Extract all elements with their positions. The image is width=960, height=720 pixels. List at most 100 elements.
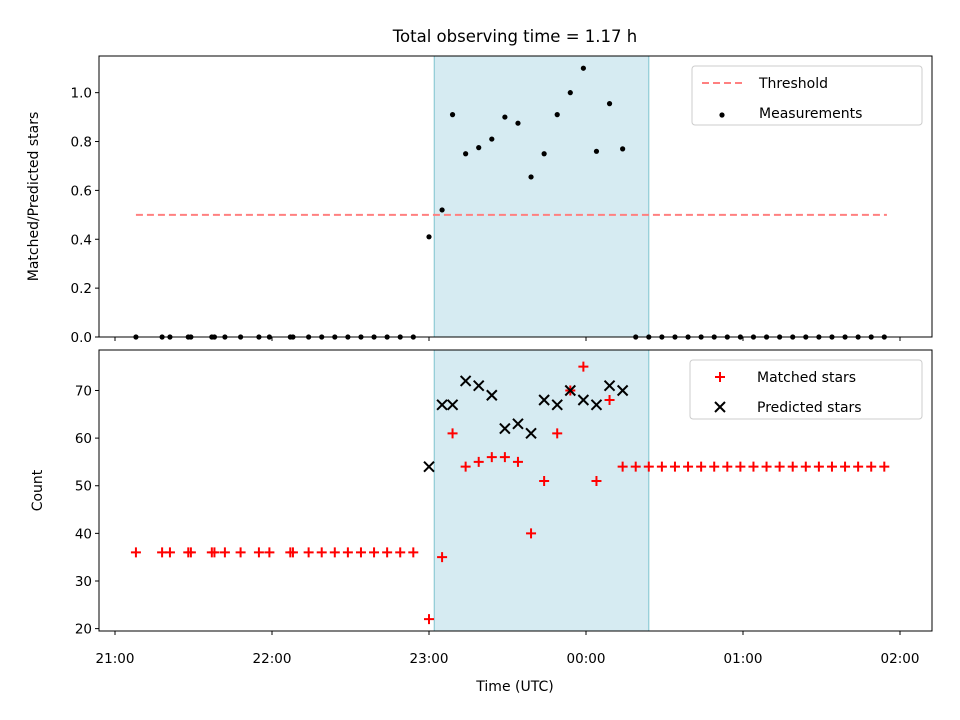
matched-star-point — [209, 547, 220, 558]
matched-star-point — [316, 547, 327, 558]
legend-label: Predicted stars — [757, 400, 862, 416]
top-observing-window — [433, 55, 650, 338]
matched-star-point — [617, 461, 628, 472]
legend-label: Matched stars — [757, 370, 856, 386]
figure-title: Total observing time = 1.17 h — [392, 27, 637, 46]
matched-star-point — [329, 547, 340, 558]
predicted-star-point — [486, 389, 498, 401]
predicted-star-point — [499, 422, 511, 435]
matched-star-point — [774, 461, 785, 472]
matched-star-point — [164, 547, 175, 558]
predicted-star-point — [564, 384, 577, 397]
matched-star-point — [437, 552, 448, 563]
matched-star-point — [382, 547, 393, 558]
predicted-star-point — [459, 375, 472, 387]
legend-predicted-swatch — [714, 401, 726, 413]
matched-star-point — [604, 395, 615, 406]
bottom-y-tick-label: 40 — [75, 526, 92, 542]
top-y-tick-label: 0.6 — [71, 183, 92, 199]
matched-star-point — [826, 461, 837, 472]
matched-star-point — [185, 547, 196, 558]
matched-star-point — [447, 428, 458, 439]
matched-star-point — [866, 461, 877, 472]
measurement-point — [567, 90, 573, 96]
measurement-point — [620, 146, 626, 152]
top-panel: 0.0 0.2 0.4 0.6 0.8 1.0 Matched/Predicted sta… — [26, 55, 933, 346]
x-tick-label: 23:00 — [410, 651, 449, 667]
predicted-star-point — [551, 399, 563, 411]
matched-star-point — [630, 461, 641, 472]
bottom-y-tick-label: 20 — [75, 622, 92, 638]
legend-label: Threshold — [758, 76, 828, 92]
bottom-y-tick-label: 70 — [75, 383, 92, 399]
top-y-tick-label: 0.8 — [71, 135, 92, 151]
legend-matched-swatch — [715, 372, 725, 382]
measurement-point — [541, 151, 547, 157]
matched-star-point — [879, 461, 890, 472]
matched-star-point — [656, 461, 667, 472]
measurement-point — [502, 114, 508, 120]
bottom-plot-frame — [98, 349, 933, 632]
matched-star-point — [499, 452, 510, 463]
matched-star-point — [424, 614, 434, 625]
top-y-tick-label: 0.0 — [71, 330, 92, 346]
measurement-point — [426, 234, 432, 240]
matched-star-point — [853, 461, 864, 472]
top-y-tick-label: 0.2 — [71, 281, 92, 297]
predicted-star-point — [512, 418, 524, 430]
matched-star-point — [722, 461, 733, 472]
predicted-star-point — [525, 427, 537, 440]
matched-star-point — [512, 456, 523, 467]
x-tick-label: 02:00 — [881, 651, 920, 667]
bottom-y-tick-label: 50 — [75, 479, 92, 495]
predicted-star-point — [603, 380, 616, 392]
measurement-point — [476, 145, 482, 151]
matched-star-point — [460, 461, 471, 472]
x-tick-label: 01:00 — [724, 651, 763, 667]
legend-label: Measurements — [759, 106, 862, 122]
top-legend-box — [691, 65, 923, 126]
bottom-legend: Matched stars Predicted stars — [689, 359, 923, 420]
matched-star-point — [578, 361, 589, 372]
matched-star-point — [342, 547, 353, 558]
matched-star-point — [473, 456, 484, 467]
measurement-point — [554, 112, 560, 118]
top-y-tick-label: 0.4 — [71, 232, 92, 248]
measurement-point — [463, 151, 469, 157]
matched-star-point — [552, 428, 563, 439]
measurement-point — [606, 101, 613, 107]
matched-star-point — [591, 475, 602, 486]
matched-star-point — [253, 547, 264, 558]
matched-star-point — [408, 547, 419, 558]
matched-star-point — [539, 475, 550, 486]
measurement-point — [515, 120, 521, 126]
predicted-star-point — [616, 384, 629, 397]
matched-star-point — [355, 547, 366, 558]
matched-star-point — [264, 547, 275, 558]
matched-star-point — [526, 528, 537, 539]
x-tick-label: 00:00 — [567, 651, 606, 667]
measurement-point — [449, 112, 456, 118]
bottom-legend-box — [689, 359, 923, 420]
top-y-tick-label: 1.0 — [71, 86, 92, 102]
matched-star-point — [235, 547, 246, 558]
matched-star-point — [748, 461, 759, 472]
bottom-panel: 20 30 40 50 60 70 Count Matched stars Predicte… — [30, 349, 933, 638]
matched-star-point — [683, 461, 694, 472]
measurement-point — [489, 136, 495, 142]
measurement-point — [593, 148, 600, 154]
bottom-y-tick-label: 60 — [75, 431, 92, 447]
x-axis-label: Time (UTC) — [475, 679, 553, 695]
matched-star-point — [219, 547, 230, 558]
bottom-y-axis-label: Count — [30, 469, 46, 511]
legend-measurement-swatch — [719, 112, 725, 118]
matched-star-point — [643, 461, 654, 472]
matched-star-point — [130, 547, 141, 558]
bottom-observing-window — [433, 349, 650, 632]
matched-star-point — [813, 461, 824, 472]
predicted-star-point — [473, 380, 485, 392]
predicted-star-point — [538, 394, 550, 406]
measurement-point — [439, 207, 445, 213]
matched-star-point — [303, 547, 314, 558]
